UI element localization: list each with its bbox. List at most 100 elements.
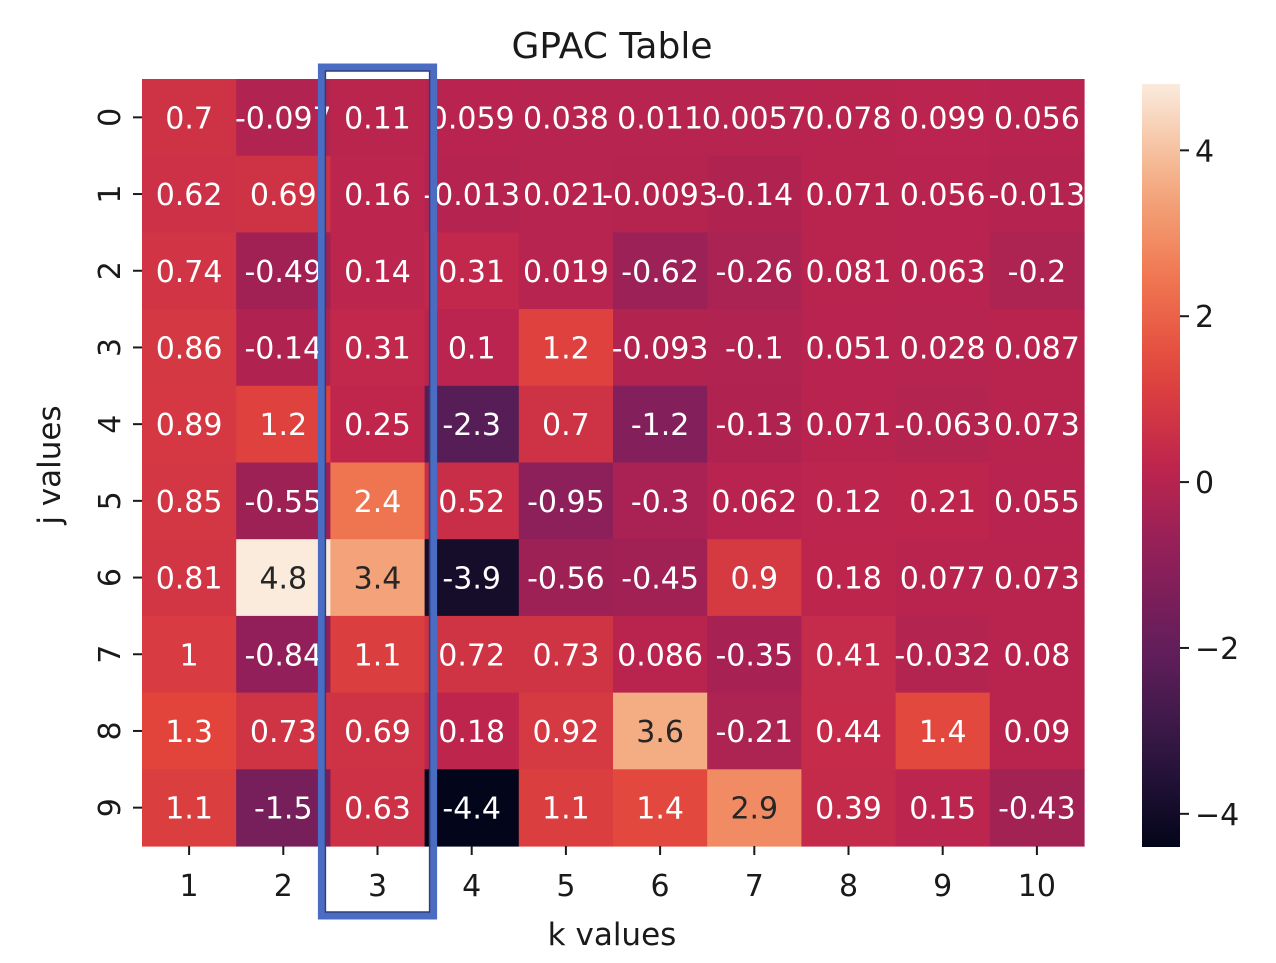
cell-label-r4-c1: 1.2 bbox=[259, 408, 307, 443]
heatmap-cell-r2-c7 bbox=[801, 232, 897, 310]
heatmap-cell-r9-c8 bbox=[895, 769, 991, 847]
heatmap-cell-r2-c0 bbox=[142, 232, 237, 310]
heatmap-cell-r0-c9 bbox=[989, 79, 1085, 157]
cell-label-r9-c5: 1.4 bbox=[636, 792, 684, 827]
cell-label-r7-c0: 1 bbox=[180, 638, 199, 673]
heatmap-cell-r5-c2 bbox=[330, 462, 426, 540]
heatmap-cell-r8-c2 bbox=[330, 692, 426, 770]
cell-label-r7-c2: 1.1 bbox=[354, 638, 402, 673]
cell-label-r7-c5: 0.086 bbox=[617, 638, 703, 673]
cell-label-r6-c7: 0.18 bbox=[815, 562, 882, 597]
heatmap-cell-r3-c5 bbox=[613, 309, 708, 387]
heatmap-cell-r0-c5 bbox=[613, 79, 708, 157]
cell-label-r8-c8: 1.4 bbox=[919, 715, 967, 750]
heatmap-cell-r9-c4 bbox=[518, 769, 614, 847]
y-tick-label-4: 4 bbox=[93, 415, 128, 434]
heatmap-cell-r8-c9 bbox=[989, 692, 1085, 770]
cell-label-r2-c1: -0.49 bbox=[244, 255, 322, 290]
heatmap-cell-r8-c0 bbox=[142, 692, 237, 770]
cell-label-r0-c7: 0.078 bbox=[806, 101, 892, 136]
cell-label-r6-c5: -0.45 bbox=[621, 562, 699, 597]
heatmap-cell-r7-c1 bbox=[236, 615, 331, 694]
heatmap-cell-r8-c5 bbox=[613, 692, 708, 770]
cell-label-r2-c9: -0.2 bbox=[1008, 255, 1067, 290]
cell-label-r7-c3: 0.72 bbox=[438, 638, 505, 673]
heatmap-cell-r1-c7 bbox=[801, 155, 897, 233]
cell-label-r9-c7: 0.39 bbox=[815, 792, 882, 827]
heatmap-cell-r6-c2 bbox=[330, 539, 426, 617]
cell-label-r5-c4: -0.95 bbox=[527, 485, 605, 520]
heatmap-cell-r8-c3 bbox=[424, 692, 520, 770]
cell-label-r8-c7: 0.44 bbox=[815, 715, 882, 750]
cell-label-r4-c5: -1.2 bbox=[631, 408, 690, 443]
heatmap-cell-r1-c6 bbox=[707, 155, 802, 233]
heatmap-cell-r4-c7 bbox=[801, 385, 897, 464]
heatmap-cell-r4-c9 bbox=[989, 385, 1085, 464]
heatmap-cell-r5-c7 bbox=[801, 462, 897, 540]
heatmap-cell-r6-c8 bbox=[895, 539, 991, 617]
heatmap-cell-r9-c1 bbox=[236, 769, 331, 847]
heatmap-cell-r1-c1 bbox=[236, 155, 331, 233]
heatmap-cell-r0-c1 bbox=[236, 79, 331, 157]
cell-label-r5-c7: 0.12 bbox=[815, 485, 882, 520]
heatmap-cell-r1-c2 bbox=[330, 155, 426, 233]
heatmap-cell-r4-c5 bbox=[613, 385, 708, 464]
heatmap-cell-r6-c7 bbox=[801, 539, 897, 617]
cell-label-r4-c0: 0.89 bbox=[156, 408, 223, 443]
colorbar bbox=[1142, 84, 1180, 847]
cell-label-r2-c5: -0.62 bbox=[621, 255, 699, 290]
heatmap-cell-r4-c6 bbox=[707, 385, 802, 464]
cell-label-r0-c4: 0.038 bbox=[523, 101, 609, 136]
cell-label-r0-c9: 0.056 bbox=[994, 101, 1080, 136]
heatmap-cell-r1-c5 bbox=[613, 155, 708, 233]
cell-label-r0-c2: 0.11 bbox=[344, 101, 411, 136]
cell-label-r7-c6: -0.35 bbox=[715, 638, 793, 673]
y-tick-label-3: 3 bbox=[93, 338, 128, 357]
cell-label-r8-c6: -0.21 bbox=[715, 715, 793, 750]
cell-label-r3-c5: -0.093 bbox=[612, 331, 709, 366]
heatmap-cell-r4-c2 bbox=[330, 385, 426, 464]
heatmap-cell-r2-c8 bbox=[895, 232, 991, 310]
cell-label-r3-c1: -0.14 bbox=[244, 331, 322, 366]
y-tick-label-2: 2 bbox=[93, 261, 128, 280]
heatmap-cell-r3-c7 bbox=[801, 309, 897, 387]
cell-label-r3-c9: 0.087 bbox=[994, 331, 1080, 366]
cell-label-r9-c8: 0.15 bbox=[909, 792, 976, 827]
x-axis-label: k values bbox=[548, 917, 677, 953]
cell-label-r1-c2: 0.16 bbox=[344, 178, 411, 213]
x-tick-label-9: 10 bbox=[1018, 869, 1056, 904]
cell-label-r1-c6: -0.14 bbox=[715, 178, 793, 213]
cell-label-r3-c4: 1.2 bbox=[542, 331, 590, 366]
heatmap-cell-r5-c9 bbox=[989, 462, 1085, 540]
heatmap-cell-r5-c3 bbox=[424, 462, 520, 540]
colorbar-tick-label-2: 0 bbox=[1195, 466, 1214, 501]
heatmap-cell-r7-c4 bbox=[518, 615, 614, 694]
heatmap-cell-r6-c3 bbox=[424, 539, 520, 617]
heatmap-cell-r7-c8 bbox=[895, 615, 991, 694]
cell-label-r7-c7: 0.41 bbox=[815, 638, 882, 673]
heatmap-cell-r7-c5 bbox=[613, 615, 708, 694]
heatmap-cell-r2-c5 bbox=[613, 232, 708, 310]
heatmap-cell-r7-c9 bbox=[989, 615, 1085, 694]
cell-label-r8-c3: 0.18 bbox=[438, 715, 505, 750]
cell-label-r9-c1: -1.5 bbox=[254, 792, 313, 827]
heatmap-cell-r0-c6 bbox=[707, 79, 802, 157]
cell-label-r9-c2: 0.63 bbox=[344, 792, 411, 827]
heatmap-cell-r3-c8 bbox=[895, 309, 991, 387]
cell-label-r7-c9: 0.08 bbox=[1004, 638, 1071, 673]
chart-title: GPAC Table bbox=[512, 26, 713, 67]
heatmap-cell-r6-c9 bbox=[989, 539, 1085, 617]
cell-label-r5-c8: 0.21 bbox=[909, 485, 976, 520]
heatmap-cell-r0-c7 bbox=[801, 79, 897, 157]
heatmap-cell-r8-c6 bbox=[707, 692, 802, 770]
cell-label-r6-c1: 4.8 bbox=[259, 562, 307, 597]
heatmap-cell-r4-c1 bbox=[236, 385, 331, 464]
x-tick-label-4: 5 bbox=[556, 869, 575, 904]
heatmap-cell-r2-c3 bbox=[424, 232, 520, 310]
cell-label-r2-c3: 0.31 bbox=[438, 255, 505, 290]
cell-label-r3-c6: -0.1 bbox=[725, 331, 784, 366]
column-highlight-box bbox=[317, 63, 438, 920]
cell-label-r1-c1: 0.69 bbox=[250, 178, 317, 213]
heatmap-cell-r9-c6 bbox=[707, 769, 802, 847]
